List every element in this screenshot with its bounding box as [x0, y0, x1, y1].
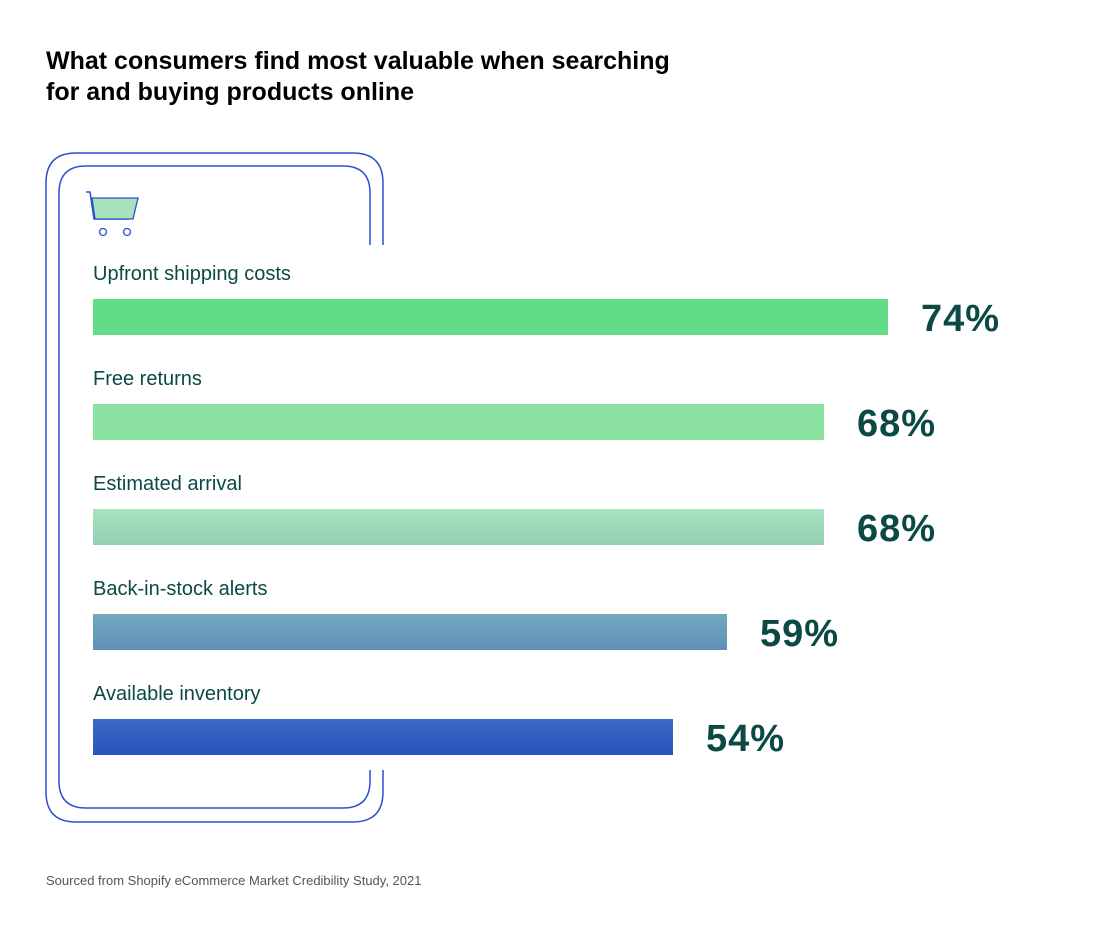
source-note: Sourced from Shopify eCommerce Market Cr…: [46, 873, 422, 888]
value-label: 68%: [857, 403, 937, 445]
bar: [93, 509, 824, 545]
bar: [93, 299, 888, 335]
value-label: 54%: [706, 718, 786, 760]
value-label: 59%: [760, 613, 840, 655]
bar: [93, 614, 727, 650]
bar: [93, 719, 673, 755]
category-label: Free returns: [93, 368, 202, 390]
bar: [93, 404, 824, 440]
category-label: Estimated arrival: [93, 473, 242, 495]
value-label: 74%: [921, 298, 1001, 340]
category-label: Upfront shipping costs: [93, 263, 291, 285]
value-label: 68%: [857, 508, 937, 550]
chart-title: What consumers find most valuable when s…: [46, 47, 670, 106]
shopping-cart-icon: [86, 191, 139, 237]
category-label: Available inventory: [93, 683, 261, 705]
category-label: Back-in-stock alerts: [93, 578, 268, 600]
